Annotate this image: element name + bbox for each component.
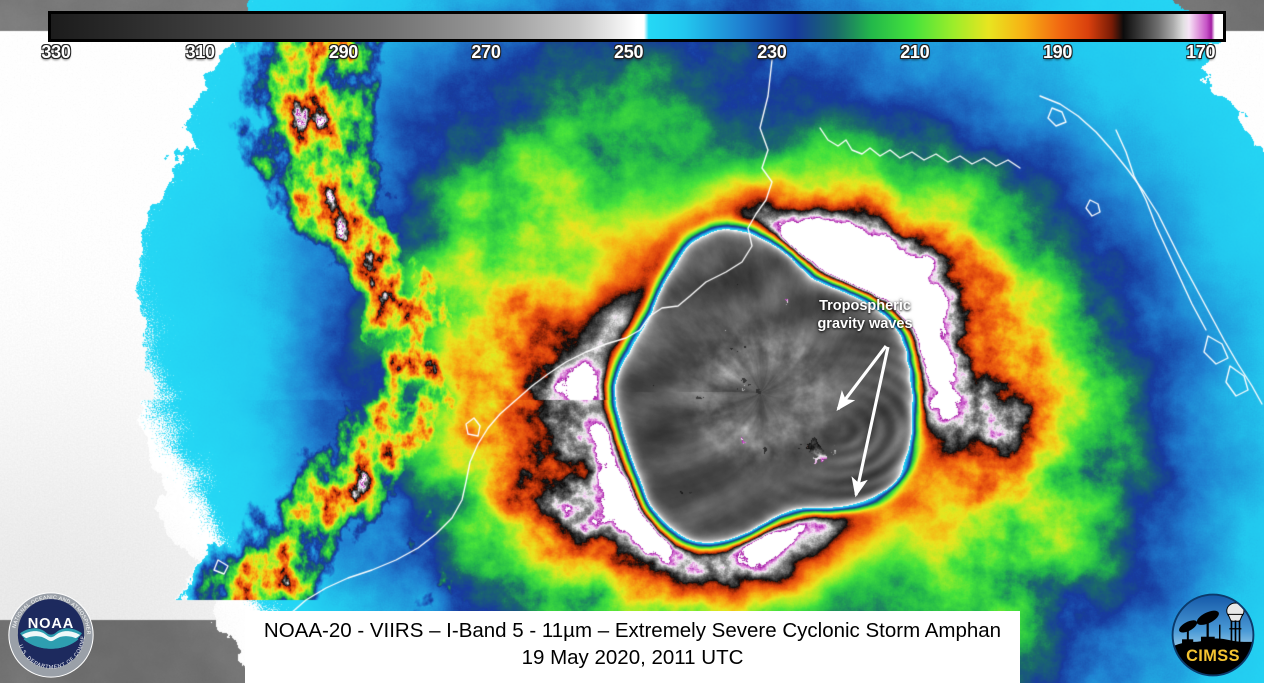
colorbar-tick-170: 170	[1186, 42, 1216, 62]
cimss-wordmark: CIMSS	[1186, 647, 1240, 665]
colorbar-tick-250: 250	[614, 42, 644, 62]
colorbar-gradient	[51, 14, 1223, 39]
caption-box: NOAA-20 - VIIRS – I-Band 5 - 11µm – Extr…	[245, 611, 1020, 683]
brightness-temperature-colorbar	[48, 11, 1226, 42]
colorbar-tick-290: 290	[328, 42, 359, 62]
caption-timestamp: 19 May 2020, 2011 UTC	[521, 646, 744, 669]
colorbar-tick-270: 270	[471, 42, 501, 62]
colorbar-tick-230: 230	[757, 42, 787, 62]
colorbar-tick-190: 190	[1042, 42, 1073, 62]
colorbar-tick-310: 310	[185, 42, 215, 62]
annotation-line-2: gravity waves	[817, 315, 913, 332]
noaa-wordmark: NOAA	[28, 616, 74, 632]
cimss-logo: CIMSS	[1171, 593, 1255, 677]
caption-title: NOAA-20 - VIIRS – I-Band 5 - 11µm – Extr…	[263, 618, 1002, 642]
colorbar-tick-210: 210	[900, 42, 930, 62]
gravity-waves-annotation-label: Tropospheric gravity waves	[806, 298, 924, 333]
noaa-logo: NOAA NATIONAL OCEANIC AND ATMOSPHERIC AD…	[8, 592, 94, 678]
colorbar-tick-330: 330	[41, 42, 71, 62]
annotation-line-1: Tropospheric	[819, 298, 911, 314]
